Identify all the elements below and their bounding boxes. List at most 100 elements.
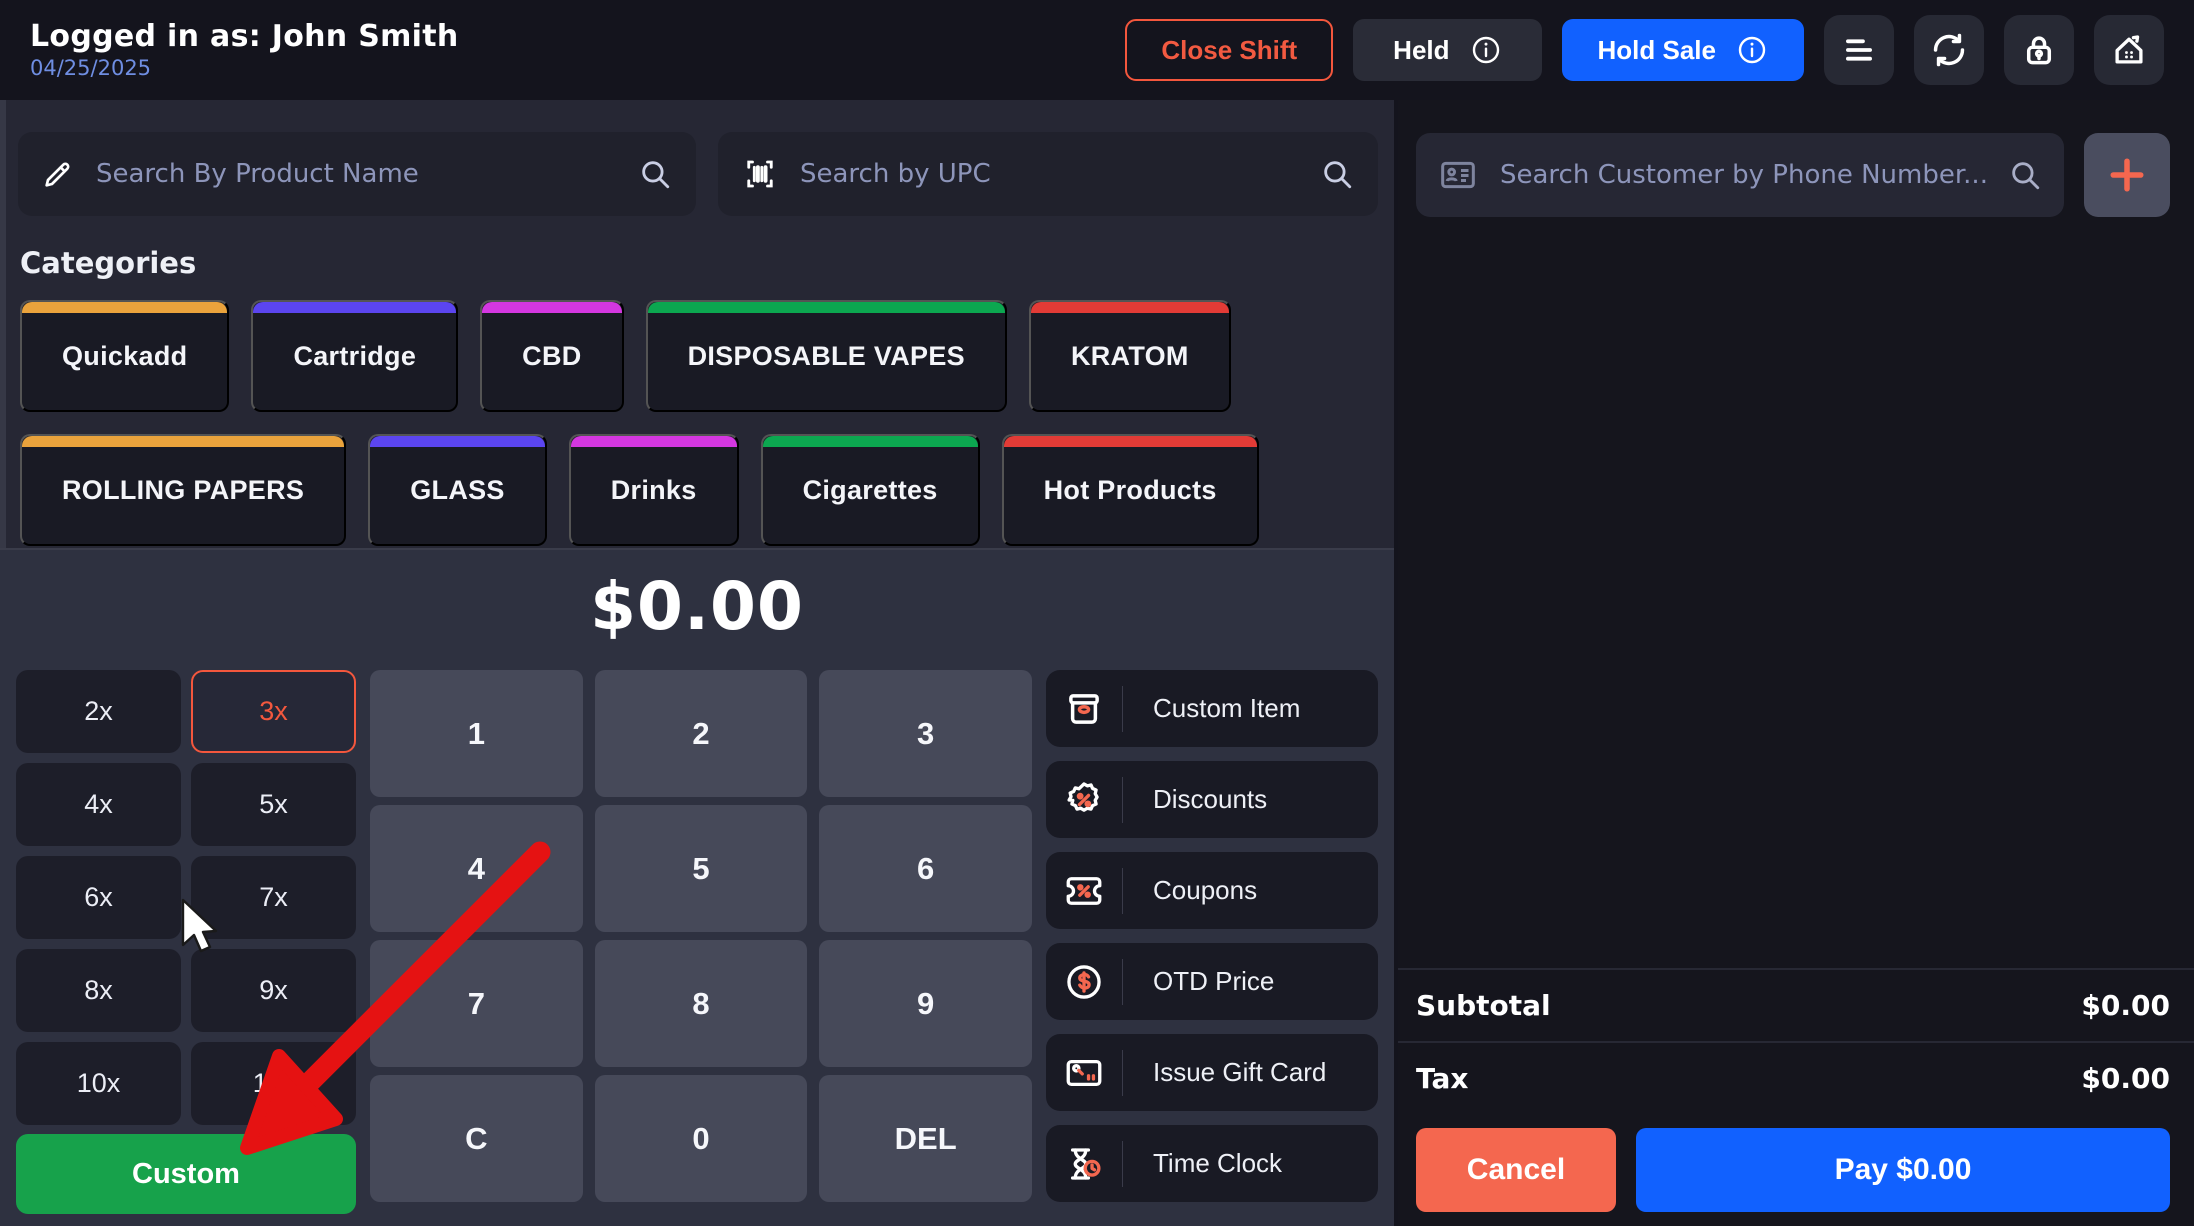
numpad-delete[interactable]: DEL: [819, 1075, 1032, 1202]
menu-button[interactable]: [1824, 15, 1894, 85]
subtotal-row: Subtotal $0.00: [1398, 968, 2194, 1041]
divider: [1122, 958, 1123, 1005]
menu-icon: [1846, 39, 1872, 61]
action-label: Discounts: [1153, 784, 1268, 814]
held-button[interactable]: Held: [1353, 19, 1542, 81]
numpad-1[interactable]: 1: [370, 670, 583, 797]
category-kratom[interactable]: KRATOM: [1028, 300, 1231, 412]
totals-section: Subtotal $0.00 Tax $0.00: [1398, 968, 2194, 1114]
tax-row: Tax $0.00: [1398, 1041, 2194, 1114]
numpad-7[interactable]: 7: [370, 940, 583, 1067]
add-customer-button[interactable]: [2084, 133, 2170, 217]
numpad-9[interactable]: 9: [819, 940, 1032, 1067]
category-cartridge[interactable]: Cartridge: [251, 300, 459, 412]
cash-drawer-icon: [2115, 35, 2143, 64]
category-drinks[interactable]: Drinks: [568, 434, 739, 546]
category-rolling-papers[interactable]: ROLLING PAPERS: [20, 434, 347, 546]
customer-cart-panel: Subtotal $0.00 Tax $0.00 Cancel Pay $0.0…: [1398, 100, 2194, 1226]
keypad-grid: 2x 3x 4x 5x 6x 7x 8x 9x 10x 11x Custom 1: [16, 670, 1378, 1214]
pay-button[interactable]: Pay $0.00: [1636, 1128, 2170, 1212]
numpad-0[interactable]: 0: [594, 1075, 808, 1202]
action-label: Issue Gift Card: [1153, 1057, 1327, 1087]
contact-card-icon: [1441, 161, 1475, 189]
customer-search-row: [1416, 133, 2170, 217]
multiplier-2x[interactable]: 2x: [16, 670, 181, 753]
product-search-box: [18, 132, 696, 216]
action-label: OTD Price: [1153, 966, 1275, 996]
lock-icon: [2026, 36, 2052, 65]
category-label: Drinks: [610, 474, 697, 505]
category-label: DISPOSABLE VAPES: [687, 340, 965, 371]
multiplier-9x[interactable]: 9x: [191, 949, 356, 1032]
multiplier-grid: 2x 3x 4x 5x 6x 7x 8x 9x 10x 11x: [16, 670, 356, 1125]
refresh-icon: [1933, 33, 1965, 67]
product-search-input[interactable]: [94, 158, 618, 190]
tax-value: $0.00: [2081, 1062, 2170, 1095]
search-icon: [642, 161, 670, 189]
numpad-3[interactable]: 3: [819, 670, 1032, 797]
keypad-section: $0.00 2x 3x 4x 5x 6x 7x 8x 9x 10x 11x: [0, 548, 1394, 1226]
divider: [1122, 1049, 1123, 1096]
search-icon: [2012, 162, 2040, 190]
coupons-button[interactable]: Coupons: [1046, 852, 1378, 929]
multiplier-5x[interactable]: 5x: [191, 763, 356, 846]
number-pad: 1 2 3 4 5 6 7 8 9 C 0 DEL: [370, 670, 1032, 1214]
otd-price-icon: [1046, 961, 1122, 1003]
customer-search-input[interactable]: [1498, 159, 1988, 191]
customer-search-box: [1416, 133, 2064, 217]
upc-search-box: [718, 132, 1378, 216]
barcode-icon: [747, 160, 773, 188]
multiplier-4x[interactable]: 4x: [16, 763, 181, 846]
top-bar: Logged in as: John Smith 04/25/2025 Clos…: [0, 0, 2194, 100]
numpad-4[interactable]: 4: [370, 805, 583, 932]
numpad-6[interactable]: 6: [819, 805, 1032, 932]
category-hot-products[interactable]: Hot Products: [1001, 434, 1259, 546]
cancel-button[interactable]: Cancel: [1416, 1128, 1616, 1212]
cash-drawer-button[interactable]: [2094, 15, 2164, 85]
custom-item-button[interactable]: Custom Item: [1046, 670, 1378, 747]
info-icon: [1472, 36, 1499, 64]
login-info: Logged in as: John Smith 04/25/2025: [30, 18, 459, 80]
subtotal-value: $0.00: [2081, 989, 2170, 1022]
discounts-icon: [1046, 779, 1122, 821]
numpad-2[interactable]: 2: [594, 670, 808, 797]
logged-in-as: Logged in as: John Smith: [30, 18, 459, 54]
category-label: KRATOM: [1070, 340, 1189, 371]
multiplier-10x[interactable]: 10x: [16, 1042, 181, 1125]
multiplier-7x[interactable]: 7x: [191, 856, 356, 939]
issue-gift-card-button[interactable]: Issue Gift Card: [1046, 1034, 1378, 1111]
lock-button[interactable]: [2004, 15, 2074, 85]
search-icon: [1324, 161, 1352, 189]
custom-multiplier-button[interactable]: Custom: [16, 1134, 356, 1214]
close-shift-label: Close Shift: [1161, 34, 1298, 65]
multiplier-3x-selected[interactable]: 3x: [191, 670, 356, 753]
numpad-5[interactable]: 5: [594, 805, 808, 932]
category-disposable-vapes[interactable]: DISPOSABLE VAPES: [645, 300, 1007, 412]
sync-button[interactable]: [1914, 15, 1984, 85]
multiplier-column: 2x 3x 4x 5x 6x 7x 8x 9x 10x 11x Custom: [16, 670, 356, 1214]
custom-item-icon: [1046, 688, 1122, 730]
numpad-8[interactable]: 8: [594, 940, 808, 1067]
quick-actions-column: Custom Item Discounts Coupons: [1046, 670, 1378, 1214]
category-label: Hot Products: [1043, 474, 1217, 505]
time-clock-button[interactable]: Time Clock: [1046, 1125, 1378, 1202]
multiplier-8x[interactable]: 8x: [16, 949, 181, 1032]
otd-price-button[interactable]: OTD Price: [1046, 943, 1378, 1020]
category-quickadd[interactable]: Quickadd: [20, 300, 230, 412]
numpad-clear[interactable]: C: [370, 1075, 583, 1202]
categories-row-1: Quickadd Cartridge CBD DISPOSABLE VAPES …: [20, 300, 1378, 412]
divider: [1122, 867, 1123, 914]
category-cbd[interactable]: CBD: [480, 300, 624, 412]
multiplier-6x[interactable]: 6x: [16, 856, 181, 939]
category-cigarettes[interactable]: Cigarettes: [760, 434, 980, 546]
divider: [1122, 685, 1123, 732]
hold-sale-button[interactable]: Hold Sale: [1561, 19, 1804, 81]
category-label: Cigarettes: [802, 474, 938, 505]
category-glass[interactable]: GLASS: [368, 434, 547, 546]
product-search-row: [18, 132, 1378, 216]
upc-search-input[interactable]: [798, 158, 1300, 190]
close-shift-button[interactable]: Close Shift: [1125, 19, 1334, 81]
discounts-button[interactable]: Discounts: [1046, 761, 1378, 838]
multiplier-11x[interactable]: 11x: [191, 1042, 356, 1125]
pencil-icon: [45, 162, 70, 187]
